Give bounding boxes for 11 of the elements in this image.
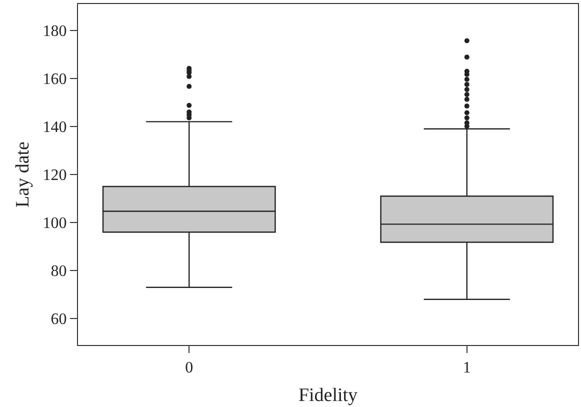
y-tick-label: 180 bbox=[42, 23, 67, 40]
x-axis-title: Fidelity bbox=[298, 385, 358, 406]
x-tick-label: 1 bbox=[462, 359, 471, 376]
y-tick-label: 60 bbox=[50, 311, 67, 328]
y-tick-label: 160 bbox=[42, 71, 67, 88]
y-tick-label: 80 bbox=[50, 263, 67, 280]
x-tick-label: 0 bbox=[185, 359, 194, 376]
y-tick-label: 140 bbox=[42, 119, 67, 136]
y-tick-label: 120 bbox=[42, 167, 67, 184]
y-axis-title: Lay date bbox=[12, 142, 34, 208]
y-tick-label: 100 bbox=[42, 215, 67, 232]
